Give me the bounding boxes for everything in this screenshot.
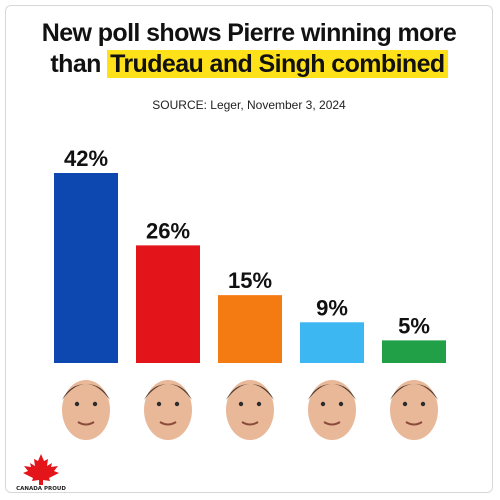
headline-line-2-prefix: than [50,50,108,78]
portrait-icon [62,380,110,440]
portrait-icon [308,380,356,440]
bar-value-label: 9% [316,295,348,320]
headline-line-2: than Trudeau and Singh combined [6,49,492,80]
bar-value-label: 42% [64,146,108,171]
portrait-icon [144,380,192,440]
maple-leaf-icon: CANADA PROUD [16,454,66,492]
bar [136,245,200,363]
bar [218,295,282,363]
bar-value-label: 26% [146,218,190,243]
portrait-icon [226,380,274,440]
bar-value-label: 5% [398,313,430,338]
bar-value-label: 15% [228,268,272,293]
headline-highlight: Trudeau and Singh combined [107,50,448,78]
source-line: SOURCE: Leger, November 3, 2024 [152,98,346,112]
logo-text: CANADA PROUD [16,486,66,492]
bar [54,173,118,363]
poll-card: New poll shows Pierre winning more than … [5,5,493,493]
portrait-icon [390,380,438,440]
headline: New poll shows Pierre winning more than … [6,18,492,80]
headline-line-1: New poll shows Pierre winning more [41,19,457,47]
bar [382,340,446,363]
bar-chart: 42% 26% 15% 9% 5% [54,146,446,440]
bar [300,322,364,363]
